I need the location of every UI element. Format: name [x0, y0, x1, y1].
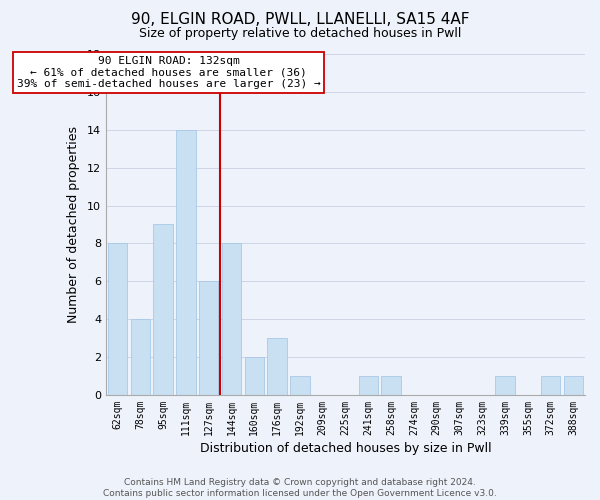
Bar — [107, 244, 127, 395]
Bar — [222, 244, 241, 395]
Bar — [154, 224, 173, 395]
Text: 90 ELGIN ROAD: 132sqm
← 61% of detached houses are smaller (36)
39% of semi-deta: 90 ELGIN ROAD: 132sqm ← 61% of detached … — [17, 56, 320, 89]
X-axis label: Distribution of detached houses by size in Pwll: Distribution of detached houses by size … — [200, 442, 491, 455]
Bar — [290, 376, 310, 395]
Bar — [564, 376, 583, 395]
Text: 90, ELGIN ROAD, PWLL, LLANELLI, SA15 4AF: 90, ELGIN ROAD, PWLL, LLANELLI, SA15 4AF — [131, 12, 469, 28]
Bar — [359, 376, 378, 395]
Text: Contains HM Land Registry data © Crown copyright and database right 2024.
Contai: Contains HM Land Registry data © Crown c… — [103, 478, 497, 498]
Bar — [176, 130, 196, 395]
Bar — [382, 376, 401, 395]
Bar — [245, 357, 264, 395]
Bar — [496, 376, 515, 395]
Text: Size of property relative to detached houses in Pwll: Size of property relative to detached ho… — [139, 28, 461, 40]
Bar — [541, 376, 560, 395]
Bar — [131, 319, 150, 395]
Bar — [268, 338, 287, 395]
Bar — [199, 282, 218, 395]
Y-axis label: Number of detached properties: Number of detached properties — [67, 126, 80, 323]
